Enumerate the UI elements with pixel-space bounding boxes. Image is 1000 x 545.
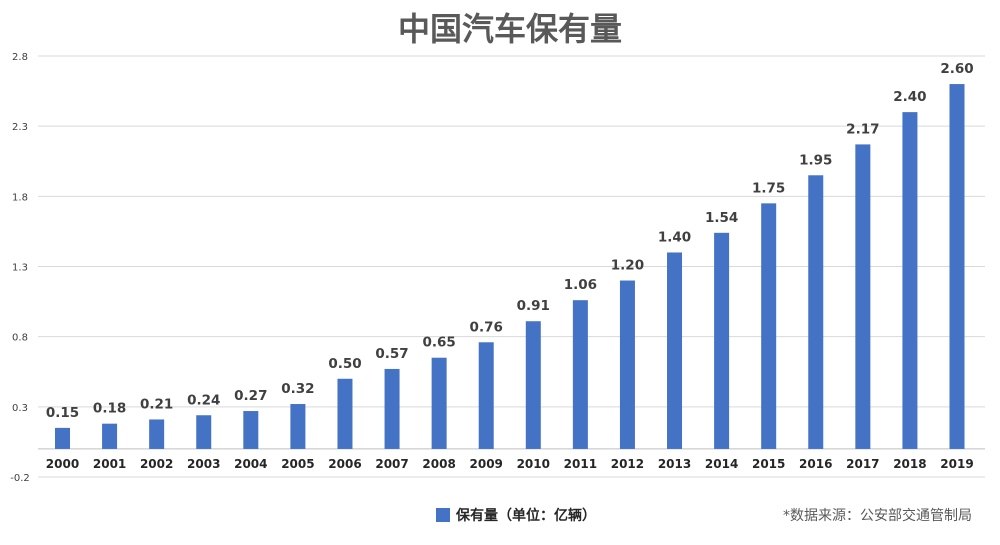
data-label-2018: 2.40	[893, 89, 926, 105]
bar-2002	[149, 419, 165, 449]
x-tick-label-2003: 2003	[187, 457, 220, 471]
x-tick-label-2001: 2001	[93, 457, 126, 471]
x-tick-label-2004: 2004	[234, 457, 267, 471]
bar-2004	[243, 411, 259, 449]
x-tick-label-2002: 2002	[140, 457, 173, 471]
bar-2005	[290, 404, 306, 449]
bar-2012	[619, 280, 635, 449]
y-tick-label: 2.8	[12, 52, 28, 63]
bar-2011	[572, 300, 588, 449]
data-label-2012: 1.20	[611, 258, 644, 274]
x-tick-label-2014: 2014	[705, 457, 738, 471]
x-tick-label-2009: 2009	[470, 457, 503, 471]
x-tick-label-2007: 2007	[375, 457, 408, 471]
x-tick-label-2017: 2017	[846, 457, 879, 471]
bar-2003	[196, 415, 212, 449]
x-tick-label-2016: 2016	[799, 457, 832, 471]
bar-2008	[431, 357, 447, 449]
bar-2010	[525, 321, 541, 449]
x-axis-ticks: 2000 2001 2002 2003 2004 2005 2006 2007 2008 2009…	[46, 457, 974, 471]
x-tick-label-2019: 2019	[940, 457, 973, 471]
data-label-2001: 0.18	[93, 401, 126, 417]
x-tick-label-2005: 2005	[281, 457, 314, 471]
data-label-2002: 0.21	[140, 396, 173, 412]
bar-2001	[102, 423, 118, 449]
bar-2006	[337, 378, 353, 449]
x-tick-label-2012: 2012	[611, 457, 644, 471]
y-tick-label: -0.2	[10, 473, 30, 484]
x-tick-label-2008: 2008	[422, 457, 455, 471]
source-note: *数据来源：公安部交通管制局	[783, 507, 972, 524]
data-label-2008: 0.65	[422, 335, 455, 351]
x-tick-label-2000: 2000	[46, 457, 79, 471]
data-label-2007: 0.57	[375, 346, 408, 362]
data-label-2009: 0.76	[470, 319, 503, 335]
data-label-2014: 1.54	[705, 210, 738, 226]
data-label-2004: 0.27	[234, 388, 267, 404]
data-label-2000: 0.15	[46, 405, 79, 421]
bar-2017	[855, 144, 871, 449]
gridlines	[38, 55, 985, 478]
data-label-2005: 0.32	[281, 381, 314, 397]
x-tick-label-2018: 2018	[893, 457, 926, 471]
data-label-2003: 0.24	[187, 392, 220, 408]
data-label-2019: 2.60	[940, 61, 973, 77]
legend[interactable]: 保有量（单位：亿辆）	[436, 507, 596, 524]
x-tick-label-2015: 2015	[752, 457, 785, 471]
y-tick-label: 1.8	[12, 192, 28, 203]
bar-2019	[949, 84, 965, 449]
x-tick-label-2006: 2006	[328, 457, 361, 471]
data-label-2013: 1.40	[658, 229, 691, 245]
data-label-2016: 1.95	[799, 152, 832, 168]
x-tick-label-2011: 2011	[564, 457, 597, 471]
bar-2018	[902, 112, 918, 449]
x-tick-label-2013: 2013	[658, 457, 691, 471]
data-labels: 0.15 0.18 0.21 0.24 0.27 0.32 0.50 0.57 0.65 0.76…	[46, 61, 974, 421]
data-label-2017: 2.17	[846, 121, 879, 137]
data-label-2006: 0.50	[328, 356, 361, 372]
data-label-2010: 0.91	[517, 298, 550, 314]
bars	[55, 84, 965, 449]
x-tick-label-2010: 2010	[517, 457, 550, 471]
chart-title: 中国汽车保有量	[398, 10, 622, 48]
y-tick-label: 1.3	[12, 263, 28, 274]
legend-label: 保有量（单位：亿辆）	[455, 507, 596, 524]
data-label-2015: 1.75	[752, 180, 785, 196]
bar-2015	[761, 203, 777, 449]
bar-2013	[667, 252, 683, 449]
y-tick-label: 0.8	[12, 333, 28, 344]
bar-2014	[714, 232, 730, 449]
y-axis-ticks: 2.8 2.3 1.8 1.3 0.8 0.3 -0.2	[10, 52, 30, 484]
y-tick-label: 0.3	[12, 403, 28, 414]
bar-2009	[478, 342, 494, 449]
data-label-2011: 1.06	[564, 277, 597, 293]
legend-swatch	[436, 508, 450, 522]
bar-2016	[808, 175, 824, 449]
y-tick-label: 2.3	[12, 122, 28, 133]
bar-2000	[55, 427, 70, 449]
bar-2007	[384, 368, 400, 449]
